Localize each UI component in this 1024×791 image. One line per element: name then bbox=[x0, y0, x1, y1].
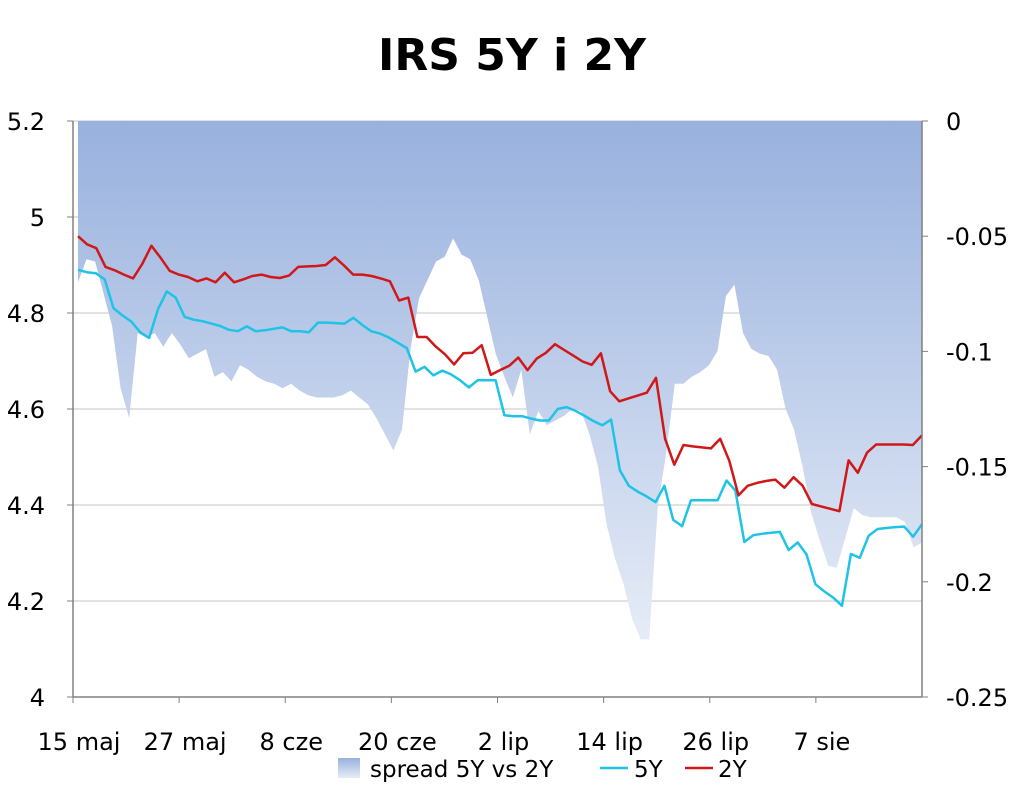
series-2y-line bbox=[77, 235, 923, 513]
x-tick-label: 20 cze bbox=[358, 728, 437, 756]
y-right-tick-label: 0 bbox=[946, 108, 961, 136]
axes bbox=[67, 120, 928, 703]
x-tick-label: 7 sie bbox=[793, 728, 850, 756]
spread-5y-vs-2y-area bbox=[78, 121, 922, 640]
legend-label: spread 5Y vs 2Y bbox=[370, 757, 554, 783]
y-left-tick-label: 4.4 bbox=[7, 492, 45, 520]
x-tick-label: 8 cze bbox=[260, 728, 323, 756]
y-left-tick-label: 4.2 bbox=[7, 588, 45, 616]
y-left-tick-label: 5 bbox=[30, 204, 45, 232]
tick-labels: 5.2 5 4.8 4.6 4.4 4.2 4 0 -0.05 -0.1 -0.15 -0.2 -0.2… bbox=[7, 108, 1008, 756]
legend-swatch bbox=[338, 758, 360, 778]
y-left-tick-label: 4.8 bbox=[7, 300, 45, 328]
y-right-tick-label: -0.05 bbox=[946, 223, 1008, 251]
y-left-tick-label: 4.6 bbox=[7, 396, 45, 424]
series-lines-layer bbox=[77, 235, 924, 608]
legend-label: 2Y bbox=[718, 757, 748, 783]
legend-label: 5Y bbox=[634, 757, 664, 783]
y-right-tick-label: -0.25 bbox=[946, 684, 1008, 712]
x-tick-label: 15 maj bbox=[38, 728, 121, 756]
y-right-tick-label: -0.1 bbox=[946, 338, 993, 366]
x-tick-label: 27 maj bbox=[144, 728, 227, 756]
y-right-tick-label: -0.15 bbox=[946, 454, 1008, 482]
series-5y-line bbox=[77, 268, 924, 608]
x-tick-label: 2 lip bbox=[478, 728, 529, 756]
spread-area-layer bbox=[78, 121, 922, 640]
y-right-tick-label: -0.2 bbox=[946, 569, 993, 597]
legend: spread 5Y vs 2Y 5Y 2Y bbox=[338, 757, 748, 783]
x-tick-label: 26 lip bbox=[682, 728, 749, 756]
chart-title: IRS 5Y i 2Y bbox=[378, 30, 646, 81]
y-left-tick-label: 4 bbox=[30, 684, 45, 712]
y-left-tick-label: 5.2 bbox=[7, 108, 45, 136]
x-tick-label: 14 lip bbox=[576, 728, 643, 756]
